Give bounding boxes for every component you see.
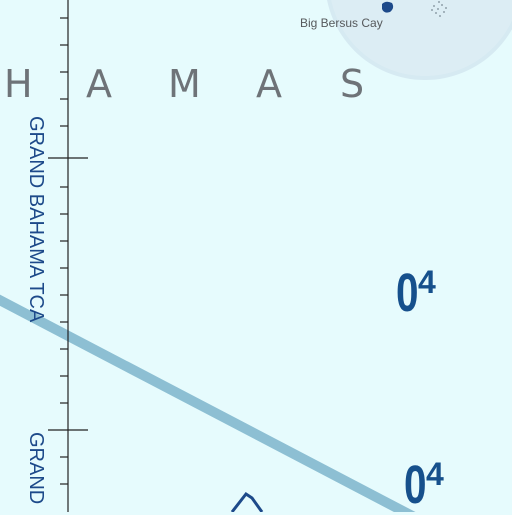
sector-code-suffix: 4 <box>418 264 436 300</box>
navaid-symbol <box>230 491 264 512</box>
region-letter: A <box>86 62 114 106</box>
sector-code: 04 <box>404 458 444 512</box>
island-halo-edge <box>331 0 512 76</box>
reef-dots <box>431 1 447 17</box>
island-shape <box>382 1 394 13</box>
sector-code-suffix: 4 <box>426 456 444 492</box>
island-label: Big Bersus Cay <box>300 16 383 30</box>
scale-bar <box>48 0 88 512</box>
sector-code-number: 0 <box>404 455 427 515</box>
region-letter: A <box>256 62 284 106</box>
route-line <box>0 294 416 512</box>
boundary-label-lower: GRAND <box>25 432 47 505</box>
sector-code: 04 <box>396 266 436 320</box>
region-letter: H <box>4 62 35 106</box>
region-letter: M <box>168 62 203 106</box>
region-letter: S <box>340 62 367 106</box>
sector-code-number: 0 <box>396 263 419 323</box>
boundary-label-upper: GRAND BAHAMA TCA <box>25 116 47 323</box>
